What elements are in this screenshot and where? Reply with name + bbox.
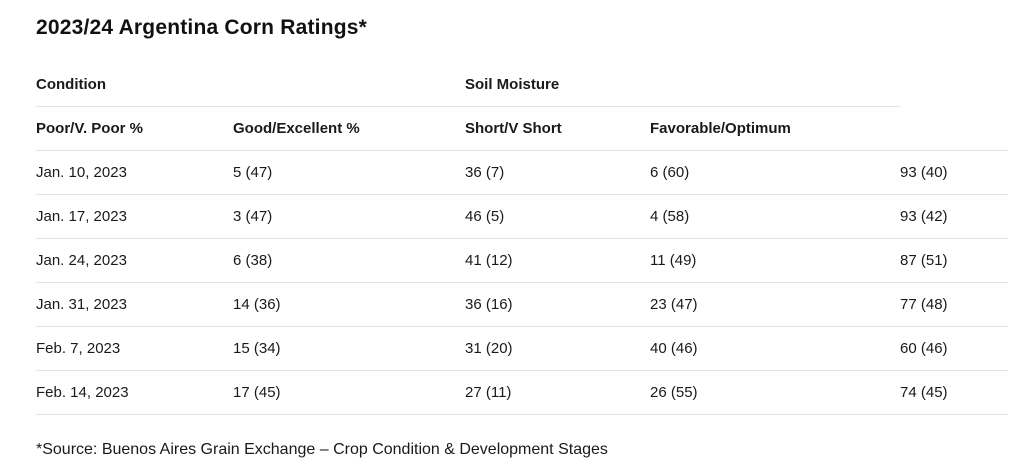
value-cell: 40 (46) [650,326,900,371]
value-cell: 6 (60) [650,150,900,195]
table-row: Jan. 24, 2023 6 (38) 41 (12) 11 (49) 87 … [36,238,1008,283]
column-header-poor-vpoor: Poor/V. Poor % [36,106,233,151]
value-cell: 26 (55) [650,370,900,415]
value-cell: 93 (40) [900,150,1008,195]
value-cell: 5 (47) [233,150,465,195]
table-body: Jan. 10, 2023 5 (47) 36 (7) 6 (60) 93 (4… [36,150,1008,415]
column-header-row: Poor/V. Poor % Good/Excellent % Short/V … [36,106,1008,151]
table-row: Jan. 10, 2023 5 (47) 36 (7) 6 (60) 93 (4… [36,150,1008,195]
date-cell: Jan. 31, 2023 [36,282,233,327]
value-cell: 41 (12) [465,238,650,283]
value-cell: 14 (36) [233,282,465,327]
value-cell: 36 (16) [465,282,650,327]
value-cell: 27 (11) [465,370,650,415]
value-cell: 3 (47) [233,194,465,239]
value-cell: 23 (47) [650,282,900,327]
value-cell: 17 (45) [233,370,465,415]
date-cell: Jan. 17, 2023 [36,194,233,239]
group-header-soil-moisture: Soil Moisture [465,62,900,107]
date-cell: Jan. 10, 2023 [36,150,233,195]
date-cell: Jan. 24, 2023 [36,238,233,283]
table-row: Feb. 7, 2023 15 (34) 31 (20) 40 (46) 60 … [36,326,1008,371]
column-header-empty [900,106,1008,151]
value-cell: 4 (58) [650,194,900,239]
value-cell: 15 (34) [233,326,465,371]
value-cell: 74 (45) [900,370,1008,415]
value-cell: 31 (20) [465,326,650,371]
value-cell: 87 (51) [900,238,1008,283]
value-cell: 11 (49) [650,238,900,283]
value-cell: 36 (7) [465,150,650,195]
value-cell: 93 (42) [900,194,1008,239]
group-header-row: Condition Soil Moisture [36,62,1008,107]
source-footnote: *Source: Buenos Aires Grain Exchange – C… [36,441,608,458]
value-cell: 60 (46) [900,326,1008,371]
value-cell: 46 (5) [465,194,650,239]
date-cell: Feb. 7, 2023 [36,326,233,371]
ratings-table: Condition Soil Moisture Poor/V. Poor % G… [36,62,1008,415]
column-header-good-excellent: Good/Excellent % [233,106,465,151]
page-title: 2023/24 Argentina Corn Ratings* [36,16,368,39]
table-row: Feb. 14, 2023 17 (45) 27 (11) 26 (55) 74… [36,370,1008,415]
group-header-empty [900,62,1008,107]
column-header-favorable-optimum: Favorable/Optimum [650,106,900,151]
table-row: Jan. 17, 2023 3 (47) 46 (5) 4 (58) 93 (4… [36,194,1008,239]
date-cell: Feb. 14, 2023 [36,370,233,415]
value-cell: 77 (48) [900,282,1008,327]
group-header-condition: Condition [36,62,465,107]
table-row: Jan. 31, 2023 14 (36) 36 (16) 23 (47) 77… [36,282,1008,327]
column-header-short-vshort: Short/V Short [465,106,650,151]
value-cell: 6 (38) [233,238,465,283]
